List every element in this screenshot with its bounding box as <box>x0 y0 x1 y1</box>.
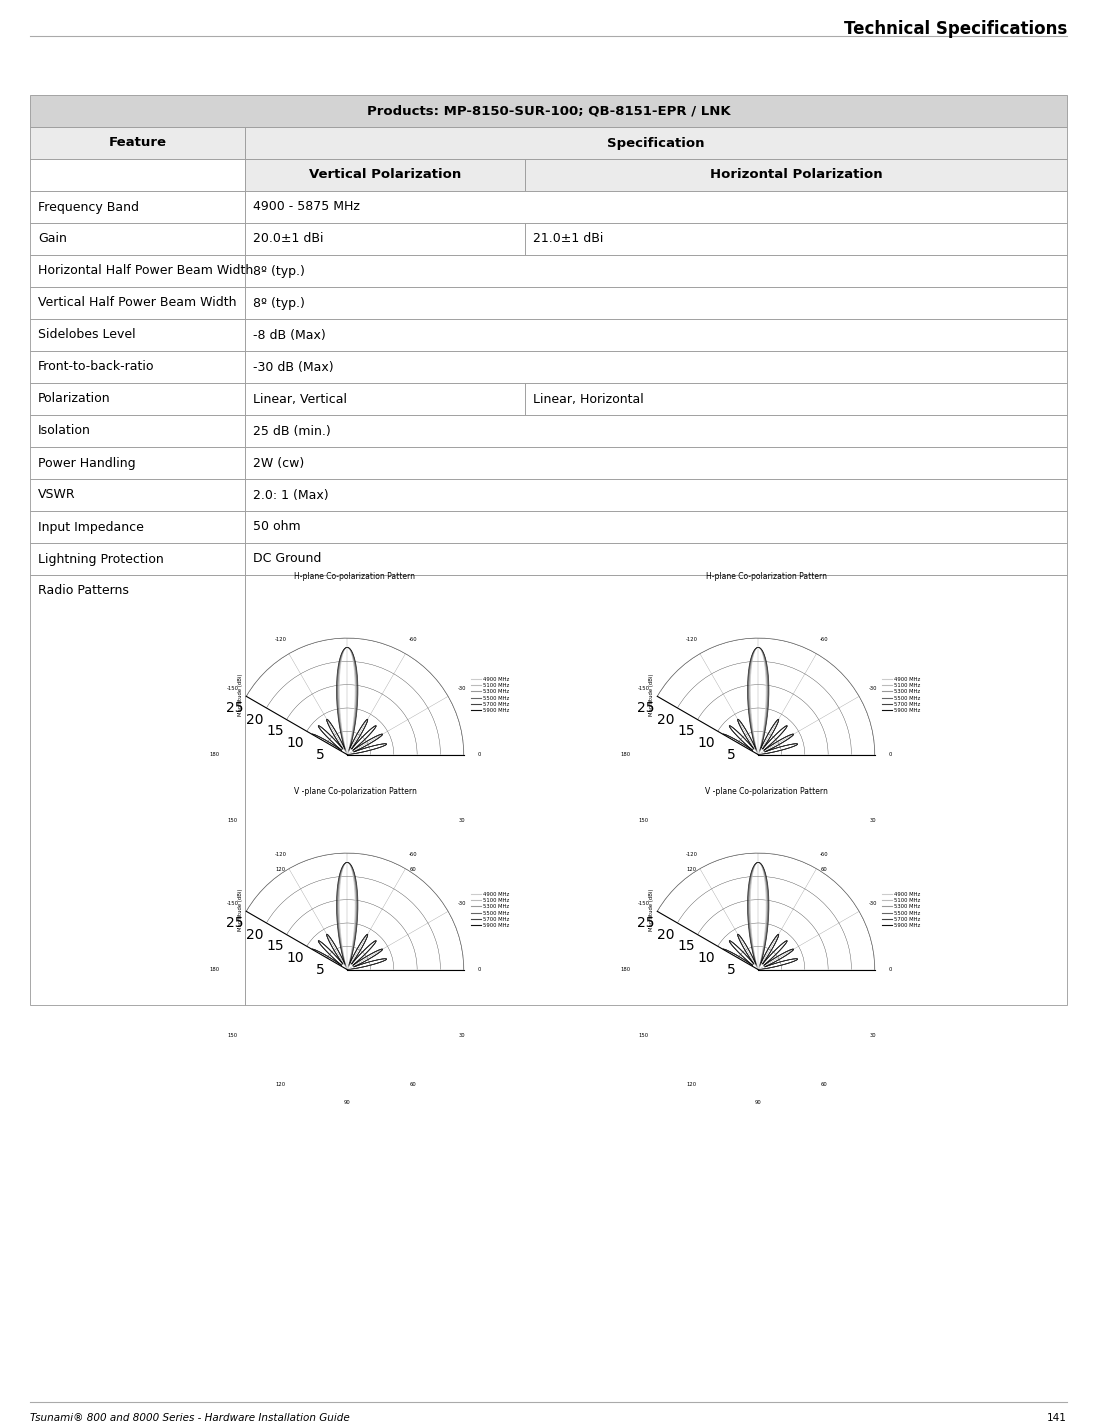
Text: 20.0±1 dBi: 20.0±1 dBi <box>253 232 324 245</box>
Text: Vertical Polarization: Vertical Polarization <box>309 168 461 181</box>
Text: 21.0±1 dBi: 21.0±1 dBi <box>533 232 603 245</box>
Bar <box>30 191 245 222</box>
Bar <box>30 351 245 384</box>
Bar <box>245 511 1067 543</box>
Bar <box>245 415 1067 446</box>
Text: Linear, Horizontal: Linear, Horizontal <box>533 392 644 405</box>
Text: Technical Specifications: Technical Specifications <box>844 20 1067 39</box>
Title: V -plane Co-polarization Pattern: V -plane Co-polarization Pattern <box>294 787 417 796</box>
Bar <box>30 222 245 255</box>
Text: 2W (cw): 2W (cw) <box>253 456 304 469</box>
Text: Tsunami® 800 and 8000 Series - Hardware Installation Guide: Tsunami® 800 and 8000 Series - Hardware … <box>30 1413 350 1423</box>
Bar <box>525 222 1067 255</box>
Bar <box>30 127 245 160</box>
Bar <box>245 479 1067 511</box>
Text: Linear, Vertical: Linear, Vertical <box>253 392 347 405</box>
Bar <box>30 287 245 319</box>
Text: Input Impedance: Input Impedance <box>38 520 144 533</box>
Text: 4900 - 5875 MHz: 4900 - 5875 MHz <box>253 201 360 214</box>
Bar <box>245 575 1067 1005</box>
Text: Gain: Gain <box>38 232 67 245</box>
Text: DC Ground: DC Ground <box>253 552 321 566</box>
Bar <box>245 384 525 415</box>
Bar <box>245 319 1067 351</box>
Text: 2.0: 1 (Max): 2.0: 1 (Max) <box>253 489 329 502</box>
Text: -30 dB (Max): -30 dB (Max) <box>253 361 333 374</box>
Bar <box>245 287 1067 319</box>
Text: Isolation: Isolation <box>38 425 91 438</box>
Text: Horizontal Half Power Beam Width: Horizontal Half Power Beam Width <box>38 264 253 278</box>
Text: 8º (typ.): 8º (typ.) <box>253 264 305 278</box>
Text: VSWR: VSWR <box>38 489 76 502</box>
Text: -8 dB (Max): -8 dB (Max) <box>253 328 326 341</box>
Bar <box>30 384 245 415</box>
Bar <box>245 543 1067 575</box>
Text: Products: MP-8150-SUR-100; QB-8151-EPR / LNK: Products: MP-8150-SUR-100; QB-8151-EPR /… <box>366 104 731 117</box>
Text: Power Handling: Power Handling <box>38 456 136 469</box>
Text: Magnitude (dBi): Magnitude (dBi) <box>238 673 244 716</box>
Text: Horizontal Polarization: Horizontal Polarization <box>710 168 882 181</box>
Bar <box>30 446 245 479</box>
Text: Sidelobes Level: Sidelobes Level <box>38 328 136 341</box>
Legend: 4900 MHz, 5100 MHz, 5300 MHz, 5500 MHz, 5700 MHz, 5900 MHz: 4900 MHz, 5100 MHz, 5300 MHz, 5500 MHz, … <box>882 677 920 713</box>
Text: Polarization: Polarization <box>38 392 111 405</box>
Bar <box>245 160 525 191</box>
Legend: 4900 MHz, 5100 MHz, 5300 MHz, 5500 MHz, 5700 MHz, 5900 MHz: 4900 MHz, 5100 MHz, 5300 MHz, 5500 MHz, … <box>471 891 509 928</box>
Text: Feature: Feature <box>109 137 167 150</box>
Bar <box>30 160 245 191</box>
Bar <box>30 319 245 351</box>
Text: Magnitude (dBi): Magnitude (dBi) <box>649 888 654 931</box>
Bar <box>245 191 1067 222</box>
Text: Front-to-back-ratio: Front-to-back-ratio <box>38 361 155 374</box>
Bar <box>245 222 525 255</box>
Text: Lightning Protection: Lightning Protection <box>38 552 163 566</box>
Bar <box>245 127 1067 160</box>
Text: Specification: Specification <box>608 137 704 150</box>
Text: Magnitude (dBi): Magnitude (dBi) <box>238 888 244 931</box>
Bar <box>245 255 1067 287</box>
Bar <box>525 160 1067 191</box>
Bar <box>30 415 245 446</box>
Text: 50 ohm: 50 ohm <box>253 520 301 533</box>
Bar <box>30 543 245 575</box>
Title: H-plane Co-polarization Pattern: H-plane Co-polarization Pattern <box>705 572 826 582</box>
Text: 141: 141 <box>1048 1413 1067 1423</box>
Text: Magnitude (dBi): Magnitude (dBi) <box>649 673 654 716</box>
Bar <box>525 384 1067 415</box>
Bar <box>245 351 1067 384</box>
Bar <box>30 479 245 511</box>
Title: V -plane Co-polarization Pattern: V -plane Co-polarization Pattern <box>704 787 827 796</box>
Text: 8º (typ.): 8º (typ.) <box>253 297 305 309</box>
Bar <box>30 96 1067 127</box>
Legend: 4900 MHz, 5100 MHz, 5300 MHz, 5500 MHz, 5700 MHz, 5900 MHz: 4900 MHz, 5100 MHz, 5300 MHz, 5500 MHz, … <box>882 891 920 928</box>
Legend: 4900 MHz, 5100 MHz, 5300 MHz, 5500 MHz, 5700 MHz, 5900 MHz: 4900 MHz, 5100 MHz, 5300 MHz, 5500 MHz, … <box>471 677 509 713</box>
Bar <box>245 446 1067 479</box>
Title: H-plane Co-polarization Pattern: H-plane Co-polarization Pattern <box>294 572 416 582</box>
Text: Vertical Half Power Beam Width: Vertical Half Power Beam Width <box>38 297 237 309</box>
Text: Radio Patterns: Radio Patterns <box>38 585 128 597</box>
Bar <box>30 575 245 1005</box>
Bar <box>30 511 245 543</box>
Text: 25 dB (min.): 25 dB (min.) <box>253 425 331 438</box>
Bar <box>30 255 245 287</box>
Text: Frequency Band: Frequency Band <box>38 201 139 214</box>
